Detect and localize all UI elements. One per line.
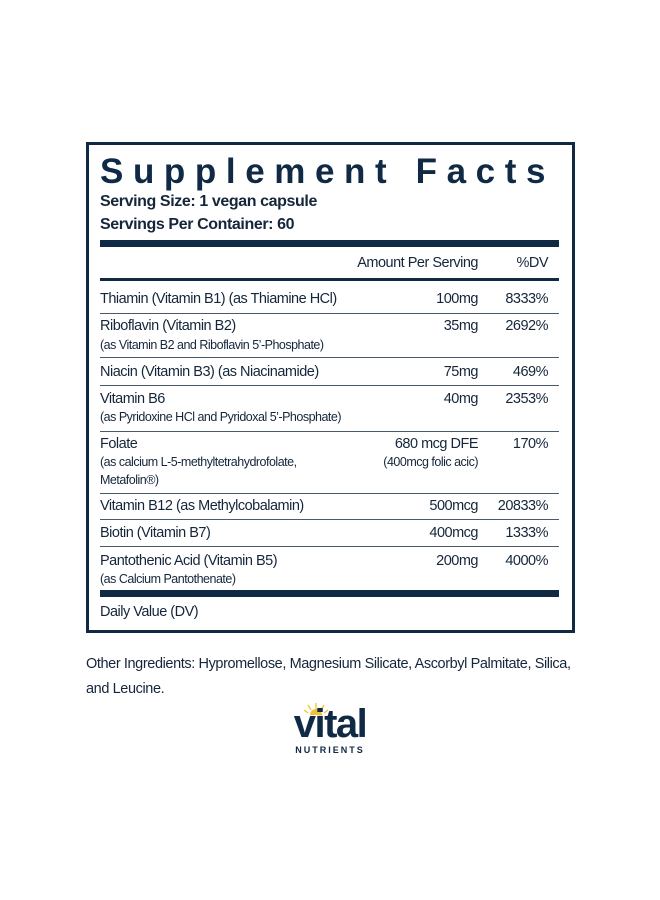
nutrient-source: (as Vitamin B2 and Riboflavin 5’-Phospha… (100, 338, 324, 352)
row-divider (100, 493, 559, 494)
nutrient-dv: 1333% (505, 525, 548, 541)
nutrient-dv: 2692% (505, 318, 548, 334)
serving-size: Serving Size: 1 vegan capsule (100, 193, 317, 210)
sun-icon (303, 703, 329, 715)
supplement-facts-panel (86, 142, 575, 633)
nutrient-amount: 40mg (443, 391, 479, 407)
row-divider (100, 431, 559, 432)
nutrient-dv: 20833% (497, 498, 549, 514)
nutrient-name: Pantothenic Acid (Vitamin B5) (100, 553, 278, 569)
nutrient-source: (as Calcium Pantothenate) (100, 572, 236, 586)
nutrient-name: Folate (100, 436, 138, 452)
divider-thick (100, 240, 559, 247)
nutrient-name: Vitamin B12 (as Methylcobalamin) (100, 498, 304, 514)
row-divider (100, 546, 559, 547)
vital-nutrients-logo: vital NUTRIENTS (280, 700, 380, 760)
nutrient-dv: 170% (512, 436, 549, 452)
other-ingredients: Other Ingredients: Hypromellose, Magnesi… (86, 656, 571, 697)
nutrient-dv: 2353% (505, 391, 548, 407)
logo-subtitle: NUTRIENTS (295, 745, 365, 755)
row-divider (100, 519, 559, 520)
nutrient-name: Thiamin (Vitamin B1) (as Thiamine HCl) (100, 291, 337, 307)
nutrient-amount: 35mg (443, 318, 479, 334)
row-divider (100, 357, 559, 358)
nutrient-amount-note: (400mcg folic acic) (383, 455, 478, 469)
nutrient-name: Niacin (Vitamin B3) (as Niacinamide) (100, 364, 319, 380)
amount-header: Amount Per Serving (357, 255, 478, 271)
nutrient-amount: 680 mcg DFE (394, 436, 479, 452)
nutrient-source: (as Pyridoxine HCl and Pyridoxal 5’-Phos… (100, 410, 342, 424)
divider-thick (100, 590, 559, 597)
nutrient-dv: 469% (512, 364, 549, 380)
row-divider (100, 313, 559, 314)
nutrient-amount: 500mcg (429, 498, 478, 514)
nutrient-name: Riboflavin (Vitamin B2) (100, 318, 236, 334)
logo-wordmark: vital (293, 702, 368, 746)
nutrient-name: Biotin (Vitamin B7) (100, 525, 211, 541)
nutrient-name: Vitamin B6 (100, 391, 165, 407)
nutrient-dv: 8333% (505, 291, 548, 307)
nutrient-amount: 200mg (436, 553, 478, 569)
nutrient-amount: 400mcg (429, 525, 478, 541)
panel-title: Supplement Facts (100, 152, 556, 191)
nutrient-dv: 4000% (505, 553, 548, 569)
nutrient-source: (as calcium L-5-methyltetrahydrofolate, (100, 455, 297, 469)
nutrient-source: Metafolin®) (100, 473, 159, 487)
divider-medium (100, 278, 559, 281)
nutrient-amount: 100mg (436, 291, 478, 307)
servings-per-container: Servings Per Container: 60 (100, 216, 295, 233)
dv-header: %DV (516, 255, 548, 271)
footnote: Daily Value (DV) (100, 604, 199, 620)
nutrient-amount: 75mg (443, 364, 479, 380)
row-divider (100, 385, 559, 386)
